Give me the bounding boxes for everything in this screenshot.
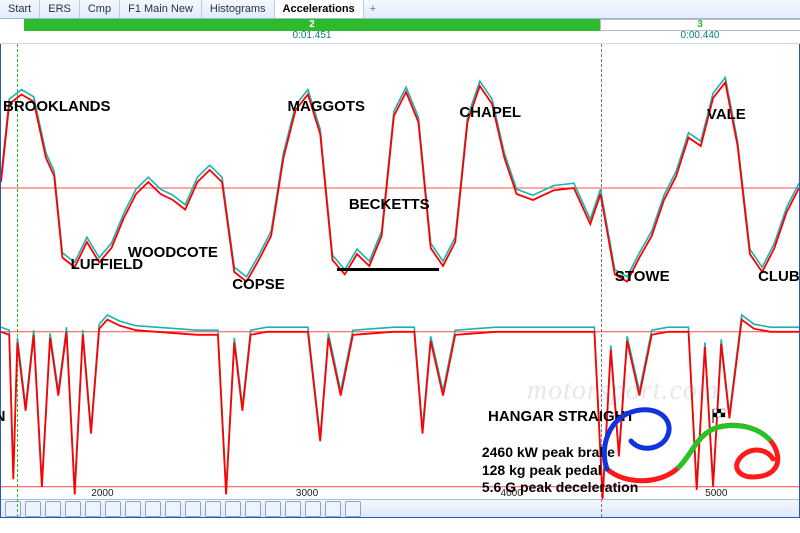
toolbar-button-15[interactable] [305, 501, 321, 517]
tab-cmp[interactable]: Cmp [80, 0, 120, 18]
toolbar-button-12[interactable] [245, 501, 261, 517]
toolbar-button-0[interactable] [5, 501, 21, 517]
track-map [601, 377, 791, 487]
toolbar-button-13[interactable] [265, 501, 281, 517]
toolbar-button-16[interactable] [325, 501, 341, 517]
toolbar-button-9[interactable] [185, 501, 201, 517]
timing-segment-time: 0:01.451 [24, 30, 600, 41]
chart-area: motorsport.com 2000300040005000 BROOKLAN… [0, 44, 800, 518]
tab-add[interactable]: + [364, 3, 382, 15]
toolbar-button-5[interactable] [105, 501, 121, 517]
timing-segment-time: 0:00.440 [600, 30, 800, 41]
toolbar-button-3[interactable] [65, 501, 81, 517]
toolbar-button-17[interactable] [345, 501, 361, 517]
toolbar-button-10[interactable] [205, 501, 221, 517]
toolbar-button-7[interactable] [145, 501, 161, 517]
toolbar-button-4[interactable] [85, 501, 101, 517]
timing-segment-label: 3 [600, 19, 800, 30]
lateral-g-chart[interactable]: BROOKLANDSLUFFIELDWOODCOTECOPSEMAGGOTSBE… [1, 68, 799, 308]
toolbar-button-8[interactable] [165, 501, 181, 517]
tab-ers[interactable]: ERS [40, 0, 80, 18]
timing-segment-label: 2 [24, 19, 600, 30]
becketts-underline [337, 268, 439, 271]
tab-accelerations[interactable]: Accelerations [275, 0, 364, 18]
toolbar-button-14[interactable] [285, 501, 301, 517]
tab-f1-main-new[interactable]: F1 Main New [120, 0, 202, 18]
tab-strip: StartERSCmpF1 Main NewHistogramsAccelera… [0, 0, 800, 19]
toolbar-button-2[interactable] [45, 501, 61, 517]
toolbar-button-6[interactable] [125, 501, 141, 517]
tab-start[interactable]: Start [0, 0, 40, 18]
timing-bar: 20:01.45130:00.440 [0, 19, 800, 44]
tab-histograms[interactable]: Histograms [202, 0, 275, 18]
toolbar-button-1[interactable] [25, 501, 41, 517]
toolbar-button-11[interactable] [225, 501, 241, 517]
